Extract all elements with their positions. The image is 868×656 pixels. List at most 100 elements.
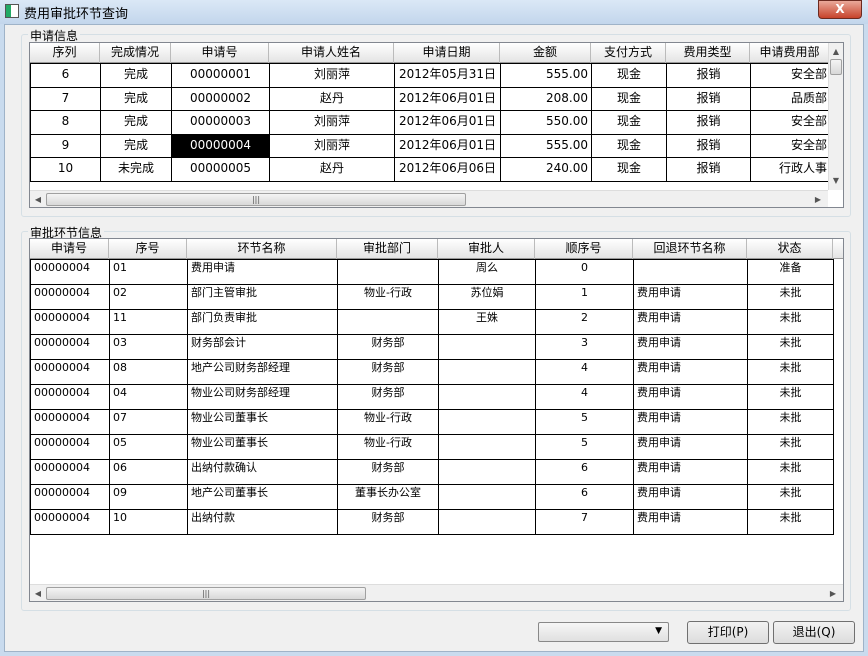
table-cell[interactable]: 物业-行政 xyxy=(337,409,439,435)
table-cell[interactable]: 02 xyxy=(109,284,188,310)
horizontal-scrollbar[interactable]: ◀ ||| ▶ xyxy=(30,190,828,207)
table-cell[interactable]: 费用申请 xyxy=(633,509,748,535)
table-cell[interactable] xyxy=(438,384,536,410)
table-cell[interactable]: 现金 xyxy=(591,133,667,159)
table-cell[interactable]: 现金 xyxy=(591,157,667,182)
table-cell[interactable] xyxy=(438,459,536,485)
scroll-right-icon[interactable]: ▶ xyxy=(814,195,822,204)
table-cell[interactable]: 07 xyxy=(109,409,188,435)
table-cell[interactable]: 准备 xyxy=(747,259,834,285)
table-cell[interactable]: 财务部会计 xyxy=(187,334,338,360)
column-header[interactable]: 申请号 xyxy=(30,239,109,259)
table-cell[interactable]: 6 xyxy=(535,459,634,485)
table-cell[interactable]: 6 xyxy=(535,484,634,510)
table-cell[interactable]: 240.00 xyxy=(500,157,592,182)
table-cell[interactable]: 费用申请 xyxy=(633,334,748,360)
table-cell[interactable]: 物业-行政 xyxy=(337,434,439,460)
table-cell[interactable]: 物业公司董事长 xyxy=(187,434,338,460)
table-cell[interactable] xyxy=(337,309,439,335)
table-cell[interactable]: 刘丽萍 xyxy=(269,63,395,88)
table-cell[interactable]: 报销 xyxy=(666,157,751,182)
close-button[interactable]: X xyxy=(818,0,862,19)
table-row[interactable]: 00000004 04 物业公司财务部经理 财务部 4 费用申请 未批 xyxy=(30,384,843,410)
table-cell[interactable]: 2012年06月01日 xyxy=(394,110,501,135)
table-cell[interactable]: 现金 xyxy=(591,110,667,135)
scroll-left-icon[interactable]: ◀ xyxy=(34,589,42,598)
table-cell[interactable]: 00000002 xyxy=(171,86,270,112)
column-header[interactable]: 状态 xyxy=(747,239,833,259)
table-row[interactable]: 8 完成 00000003 刘丽萍 2012年06月01日 550.00 现金 报销 安全部 xyxy=(30,110,831,135)
table-cell[interactable]: 06 xyxy=(109,459,188,485)
table-cell[interactable] xyxy=(438,359,536,385)
table-cell[interactable]: 安全部 xyxy=(750,133,831,159)
column-header[interactable]: 完成情况 xyxy=(100,43,171,63)
table-cell[interactable]: 555.00 xyxy=(500,133,592,159)
table-cell[interactable] xyxy=(438,484,536,510)
table-row[interactable]: 00000004 02 部门主管审批 物业-行政 苏位娟 1 费用申请 未批 xyxy=(30,284,843,310)
table-cell[interactable]: 00000005 xyxy=(171,157,270,182)
table-cell[interactable]: 05 xyxy=(109,434,188,460)
scrollbar-thumb[interactable]: ||| xyxy=(46,193,466,206)
table-cell[interactable]: 费用申请 xyxy=(633,284,748,310)
table-cell[interactable]: 00000004 xyxy=(30,434,110,460)
table-cell[interactable] xyxy=(337,259,439,285)
table-cell[interactable]: 部门负责审批 xyxy=(187,309,338,335)
table-row[interactable]: 00000004 08 地产公司财务部经理 财务部 4 费用申请 未批 xyxy=(30,359,843,385)
table-cell[interactable]: 未批 xyxy=(747,334,834,360)
scroll-right-icon[interactable]: ▶ xyxy=(829,589,837,598)
table-cell[interactable]: 未批 xyxy=(747,359,834,385)
table-cell[interactable]: 财务部 xyxy=(337,359,439,385)
table-row[interactable]: 00000004 11 部门负责审批 王姝 2 费用申请 未批 xyxy=(30,309,843,335)
table-cell[interactable]: 01 xyxy=(109,259,188,285)
table-cell[interactable]: 04 xyxy=(109,384,188,410)
table-cell[interactable]: 1 xyxy=(535,284,634,310)
table-cell[interactable]: 08 xyxy=(109,359,188,385)
table-cell[interactable]: 未批 xyxy=(747,409,834,435)
table-cell[interactable]: 10 xyxy=(30,157,101,182)
table-cell[interactable]: 安全部 xyxy=(750,63,831,88)
scroll-left-icon[interactable]: ◀ xyxy=(34,195,42,204)
table-cell[interactable]: 4 xyxy=(535,359,634,385)
column-header[interactable]: 审批人 xyxy=(438,239,535,259)
table-cell[interactable]: 09 xyxy=(109,484,188,510)
column-header[interactable]: 环节名称 xyxy=(187,239,337,259)
apply-grid[interactable]: 序列 完成情况 申请号 申请人姓名 申请日期 金额 支付方式 费用类型 申请费用部 6 完成 0000… xyxy=(29,42,844,208)
scroll-down-icon[interactable]: ▼ xyxy=(832,176,840,185)
table-cell[interactable]: 10 xyxy=(109,509,188,535)
table-cell[interactable]: 费用申请 xyxy=(633,384,748,410)
table-row[interactable]: 6 完成 00000001 刘丽萍 2012年05月31日 555.00 现金 报销 安全部 xyxy=(30,63,831,88)
table-cell[interactable]: 物业公司董事长 xyxy=(187,409,338,435)
column-header[interactable]: 支付方式 xyxy=(591,43,666,63)
table-cell[interactable]: 安全部 xyxy=(750,110,831,135)
table-cell[interactable]: 00000004 xyxy=(30,259,110,285)
table-cell[interactable]: 4 xyxy=(535,384,634,410)
column-header[interactable]: 序列 xyxy=(30,43,100,63)
scrollbar-thumb[interactable] xyxy=(830,59,842,75)
table-cell[interactable]: 8 xyxy=(30,110,101,135)
table-cell[interactable]: 3 xyxy=(535,334,634,360)
scrollbar-thumb[interactable]: ||| xyxy=(46,587,366,600)
table-cell[interactable]: 5 xyxy=(535,434,634,460)
table-cell[interactable]: 00000004 xyxy=(30,384,110,410)
table-cell[interactable]: 9 xyxy=(30,133,101,159)
table-row[interactable]: 00000004 06 出纳付款确认 财务部 6 费用申请 未批 xyxy=(30,459,843,485)
table-cell[interactable]: 王姝 xyxy=(438,309,536,335)
table-cell[interactable]: 赵丹 xyxy=(269,86,395,112)
table-cell[interactable]: 报销 xyxy=(666,86,751,112)
approval-grid[interactable]: 申请号 序号 环节名称 审批部门 审批人 顺序号 回退环节名称 状态 00000004 01 费用申… xyxy=(29,238,844,602)
table-row[interactable]: 00000004 01 费用申请 周么 0 准备 xyxy=(30,259,843,285)
table-cell[interactable]: 部门主管审批 xyxy=(187,284,338,310)
table-cell[interactable]: 地产公司董事长 xyxy=(187,484,338,510)
table-cell[interactable] xyxy=(438,434,536,460)
column-header[interactable]: 序号 xyxy=(109,239,187,259)
table-row[interactable]: 00000004 09 地产公司董事长 董事长办公室 6 费用申请 未批 xyxy=(30,484,843,510)
table-cell[interactable]: 00000001 xyxy=(171,63,270,88)
table-cell[interactable]: 赵丹 xyxy=(269,157,395,182)
table-row[interactable]: 00000004 03 财务部会计 财务部 3 费用申请 未批 xyxy=(30,334,843,360)
horizontal-scrollbar[interactable]: ◀ ||| ▶ xyxy=(30,584,843,601)
table-cell[interactable]: 208.00 xyxy=(500,86,592,112)
table-cell[interactable]: 费用申请 xyxy=(633,484,748,510)
table-cell[interactable]: 03 xyxy=(109,334,188,360)
table-cell[interactable]: 完成 xyxy=(100,110,172,135)
table-cell[interactable]: 00000004 xyxy=(30,334,110,360)
